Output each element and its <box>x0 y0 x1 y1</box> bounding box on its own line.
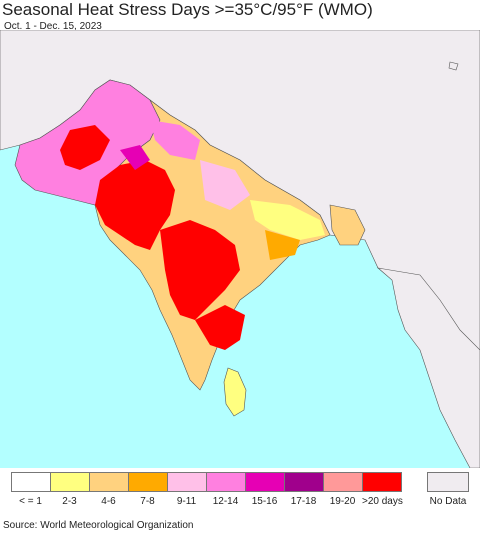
legend-label: 12-14 <box>212 496 239 507</box>
legend-swatch <box>245 472 285 492</box>
region-sri-lanka <box>223 367 247 417</box>
legend-swatch <box>206 472 246 492</box>
legend-label: 2-3 <box>62 496 77 507</box>
legend-label: 19-20 <box>329 496 356 507</box>
legend-nodata-swatch <box>427 472 469 492</box>
region-pakistan-red <box>60 125 110 170</box>
region-pink-north <box>150 120 200 160</box>
map-title: Seasonal Heat Stress Days >=35°C/95°F (W… <box>2 0 373 19</box>
legend-labels: < = 1 2-3 4-6 7-8 9-11 12-14 15-16 17-18 19-20 >2… <box>11 496 411 507</box>
region-magenta <box>120 145 150 170</box>
legend-swatch <box>89 472 129 492</box>
legend-nodata-label: No Data <box>429 496 467 507</box>
legend-swatch <box>323 472 363 492</box>
legend-swatch <box>128 472 168 492</box>
heat-stress-map <box>0 30 480 468</box>
source-note: Source: World Meteorological Organizatio… <box>3 520 194 531</box>
region-red-west <box>95 160 175 250</box>
legend-label: >20 days <box>362 496 403 507</box>
legend-swatches <box>11 472 402 492</box>
legend: < = 1 2-3 4-6 7-8 9-11 12-14 15-16 17-18 19-20 >2… <box>11 472 471 514</box>
legend-swatch <box>50 472 90 492</box>
legend-label: 7-8 <box>140 496 155 507</box>
region-lightpink <box>200 160 250 210</box>
map-subtitle: Oct. 1 - Dec. 15, 2023 <box>4 21 102 32</box>
legend-label: 9-11 <box>176 496 197 507</box>
legend-swatch <box>362 472 402 492</box>
legend-swatch <box>11 472 51 492</box>
legend-label: 4-6 <box>101 496 116 507</box>
region-orange-east <box>265 230 300 260</box>
legend-label: 17-18 <box>290 496 317 507</box>
region-bangladesh <box>329 204 366 246</box>
island <box>448 61 459 71</box>
region-yellow-east <box>250 200 325 240</box>
legend-swatch <box>284 472 324 492</box>
nodata-southeast <box>376 267 480 468</box>
legend-label: < = 1 <box>19 496 42 507</box>
legend-swatch <box>167 472 207 492</box>
legend-label: 15-16 <box>251 496 278 507</box>
region-red-central <box>160 220 240 320</box>
region-red-south <box>195 305 245 350</box>
